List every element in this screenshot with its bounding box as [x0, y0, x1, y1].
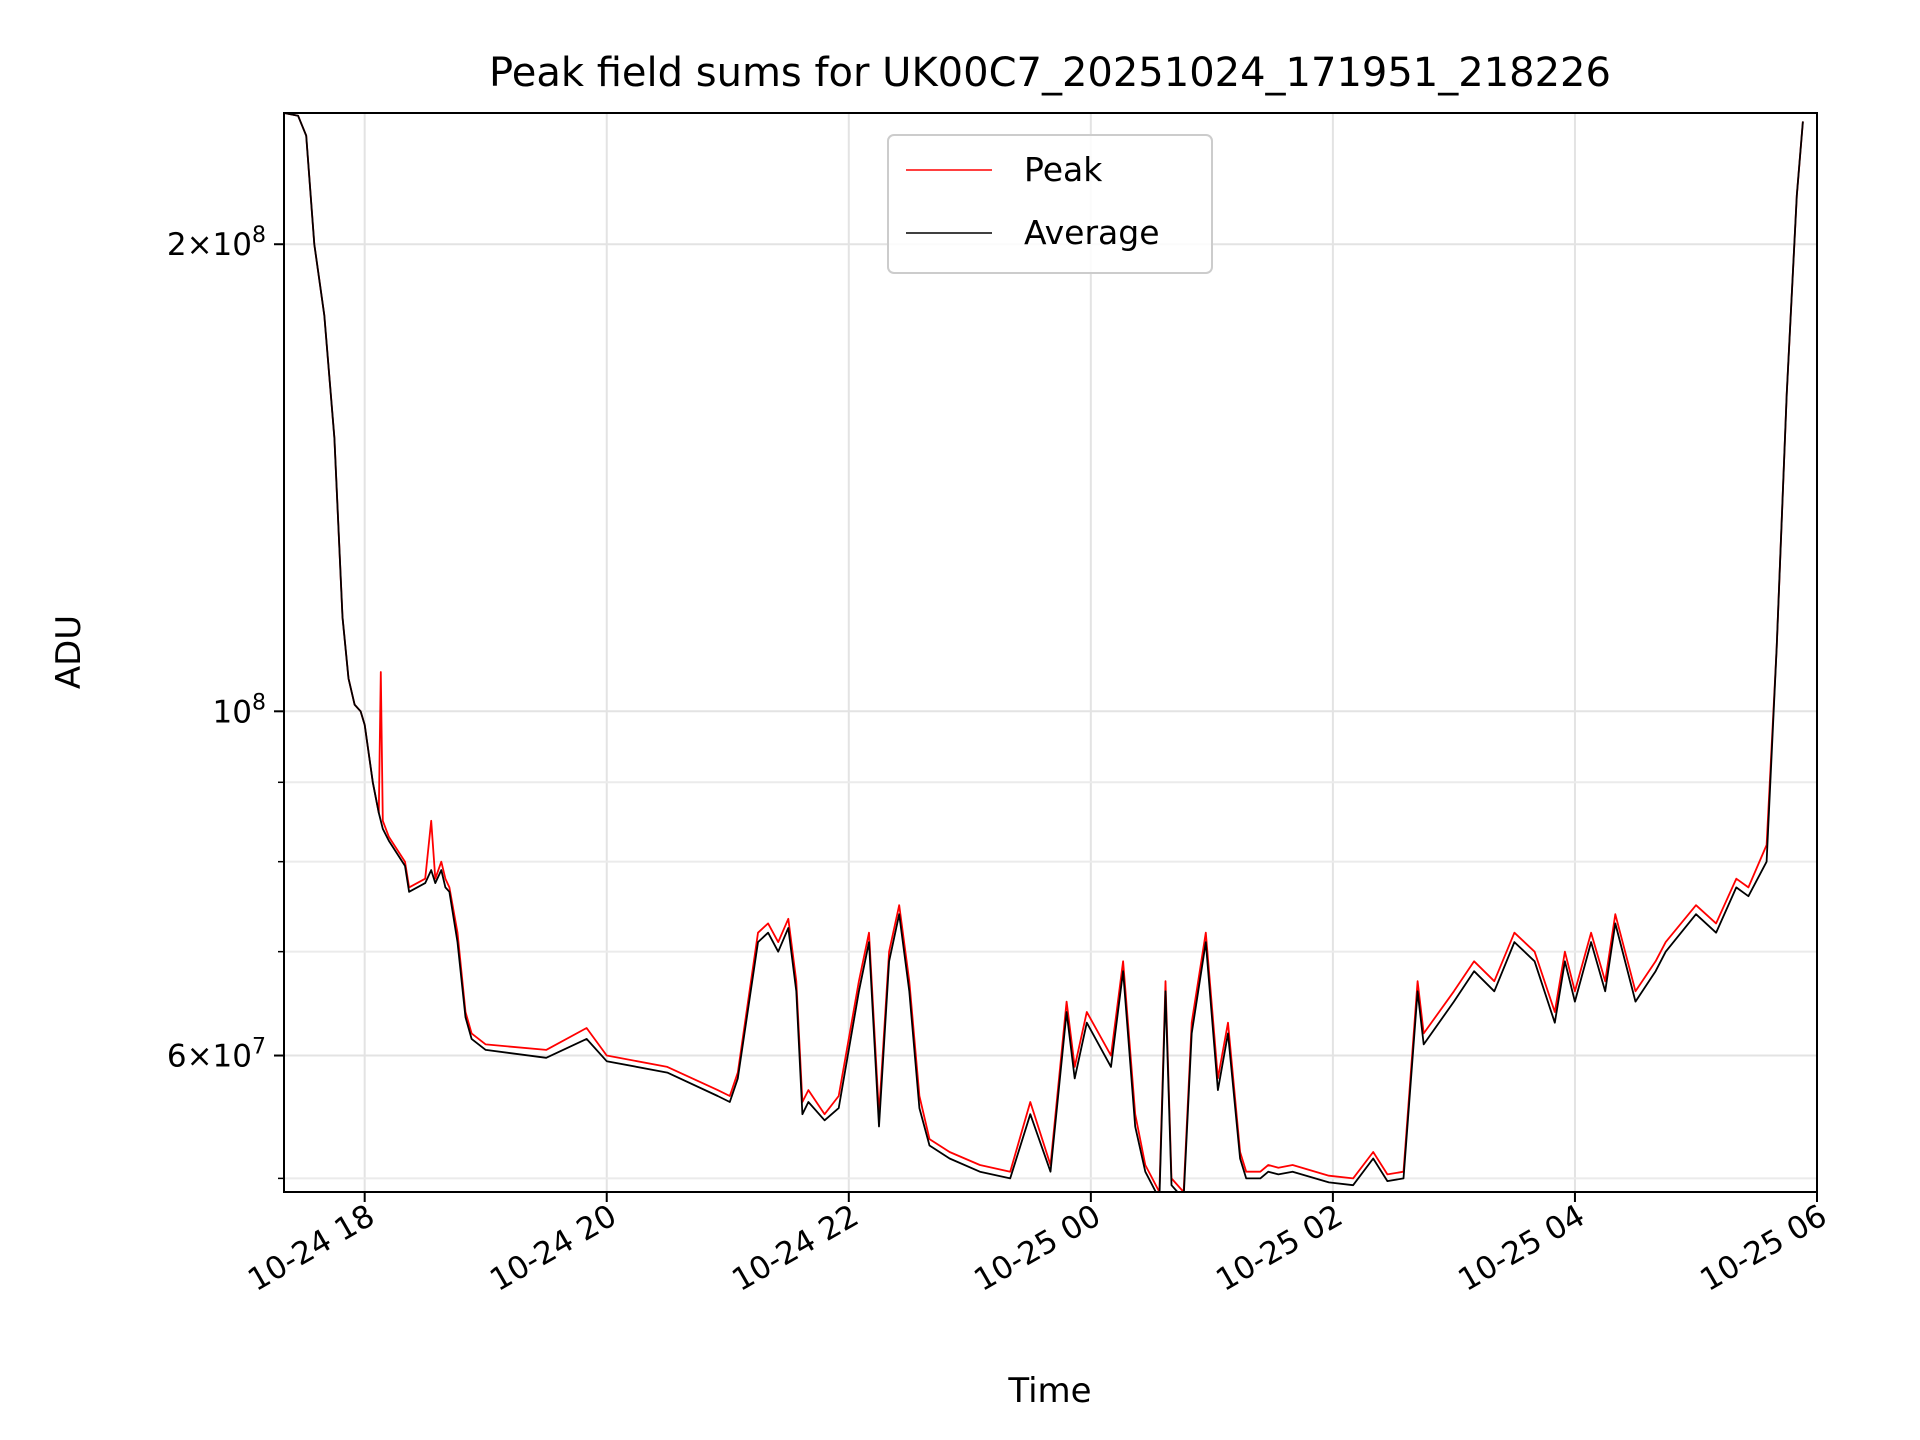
plot-background	[284, 113, 1817, 1192]
series-line-peak	[284, 113, 1804, 1192]
legend-label-average: Average	[1024, 213, 1160, 252]
y-axis-label: ADU	[49, 615, 89, 689]
y-tick-label-base: 10	[213, 694, 252, 730]
y-tick-label-exponent: 8	[252, 690, 266, 715]
y-tick-label-exponent: 7	[252, 1035, 266, 1060]
series-layer	[284, 113, 1804, 1192]
x-axis-label: Time	[1007, 1371, 1091, 1411]
y-tick-label-base: 2×10	[167, 227, 252, 263]
legend: Peak Average	[887, 134, 1213, 274]
y-tick-label: 2×108	[167, 223, 266, 263]
y-tick-label-exponent: 8	[252, 223, 266, 248]
legend-label-peak: Peak	[1024, 150, 1103, 189]
chart-title: Peak field sums for UK00C7_20251024_1719…	[489, 50, 1611, 96]
series-line-average	[284, 113, 1804, 1192]
y-tick-label: 6×107	[167, 1035, 266, 1075]
y-tick-label: 108	[213, 690, 266, 730]
plot-area: 10-24 18 10-24 20 10-24 22 10-25 00 10-25 02…	[167, 112, 1833, 1299]
plot-frame	[283, 112, 1818, 1193]
y-tick-label-base: 6×10	[167, 1039, 252, 1075]
